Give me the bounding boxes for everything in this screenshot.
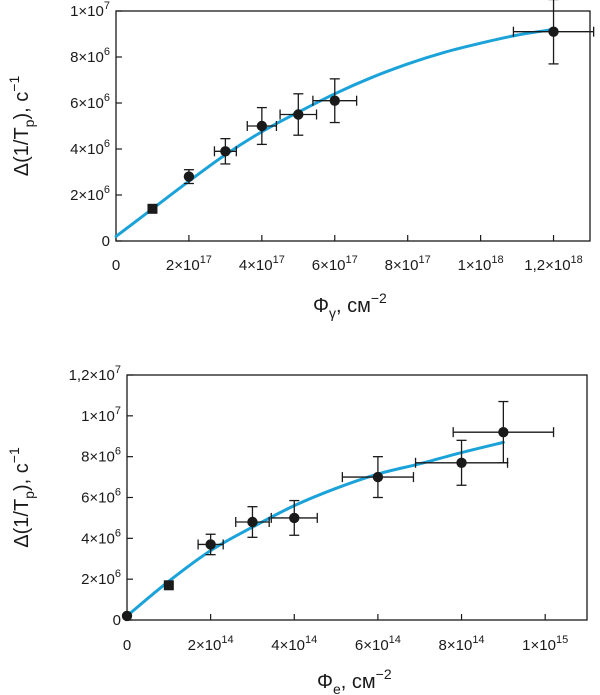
- data-point: [414, 439, 509, 486]
- point-marker: [456, 457, 467, 468]
- y-tick-label: 2×106: [70, 184, 110, 204]
- data-point: [341, 456, 415, 499]
- x-tick-label: 0: [112, 257, 120, 274]
- data-point: [147, 203, 158, 214]
- point-marker: [205, 539, 216, 550]
- data-point: [512, 0, 595, 65]
- point-marker: [372, 471, 384, 483]
- x-tick-label: 1×1018: [458, 254, 504, 274]
- point-marker: [498, 426, 509, 438]
- y-tick-label: 6×106: [70, 92, 110, 112]
- y-tick-label: 1,2×107: [69, 364, 121, 384]
- point-marker: [247, 516, 258, 528]
- chart-gamma-fluence: 0 2×106 4×106 6×106 8×106 1×107 0 2×1017 4×1017 6…: [6, 0, 595, 321]
- y-tick-label: 2×106: [81, 568, 121, 588]
- point-marker-square: [147, 203, 158, 214]
- x-tick-label: 6×1017: [312, 254, 358, 274]
- y-tick-label: 8×106: [70, 46, 110, 66]
- data-point: [246, 106, 278, 146]
- x-tick-label: 1×1015: [522, 634, 568, 654]
- data-point: [213, 137, 237, 165]
- x-tick-label: 8×1017: [385, 254, 431, 274]
- plot-frame: [115, 10, 591, 242]
- point-marker-square: [163, 580, 174, 591]
- x-tick-label: 6×1014: [355, 634, 401, 654]
- y-tick-label: 4×106: [81, 527, 121, 547]
- y-tick-label: 4×106: [70, 138, 110, 158]
- data-point: [452, 400, 555, 464]
- plot-frame: [126, 374, 588, 621]
- data-point: [312, 78, 358, 124]
- x-tick-label: 4×1014: [271, 634, 317, 654]
- x-axis-label: Φe, см−2: [317, 666, 392, 695]
- y-axis-label: Δ(1/Tp), с−1: [6, 447, 37, 548]
- y-tick-label: 0: [113, 612, 121, 629]
- data-point: [121, 610, 133, 622]
- data-point: [163, 580, 174, 591]
- y-tick-label: 0: [102, 233, 110, 250]
- data-point: [183, 169, 195, 185]
- data-point: [270, 499, 318, 536]
- x-tick-label: 2×1014: [188, 634, 234, 654]
- x-tick-label: 2×1017: [166, 254, 212, 274]
- fit-curve: [114, 27, 556, 238]
- data-point: [197, 533, 224, 556]
- x-tick-label: 0: [123, 637, 131, 654]
- fit-curve: [125, 440, 505, 618]
- y-tick-label: 1×107: [81, 405, 121, 425]
- point-marker: [293, 109, 304, 120]
- x-tick-label: 4×1017: [239, 254, 285, 274]
- x-tick-label: 1,2×1018: [524, 254, 583, 274]
- data-point: [279, 93, 318, 136]
- point-marker: [256, 120, 268, 132]
- x-tick-label: 8×1014: [439, 634, 485, 654]
- y-tick-label: 6×106: [81, 487, 121, 507]
- chart-electron-fluence: 0 2×106 4×106 6×106 8×106 1×107 1,2×107 0 2×1014…: [6, 364, 588, 695]
- y-tick-label: 1×107: [70, 0, 110, 20]
- y-axis-label: Δ(1/Tp), с−1: [6, 76, 37, 177]
- point-marker: [289, 512, 300, 524]
- x-axis-label: Φγ, см−2: [313, 290, 387, 321]
- point-marker: [329, 95, 340, 106]
- point-marker: [121, 610, 133, 622]
- data-point: [235, 506, 270, 538]
- point-marker: [220, 146, 231, 157]
- y-tick-label: 8×106: [81, 446, 121, 466]
- point-marker: [548, 26, 559, 37]
- point-marker: [183, 171, 195, 182]
